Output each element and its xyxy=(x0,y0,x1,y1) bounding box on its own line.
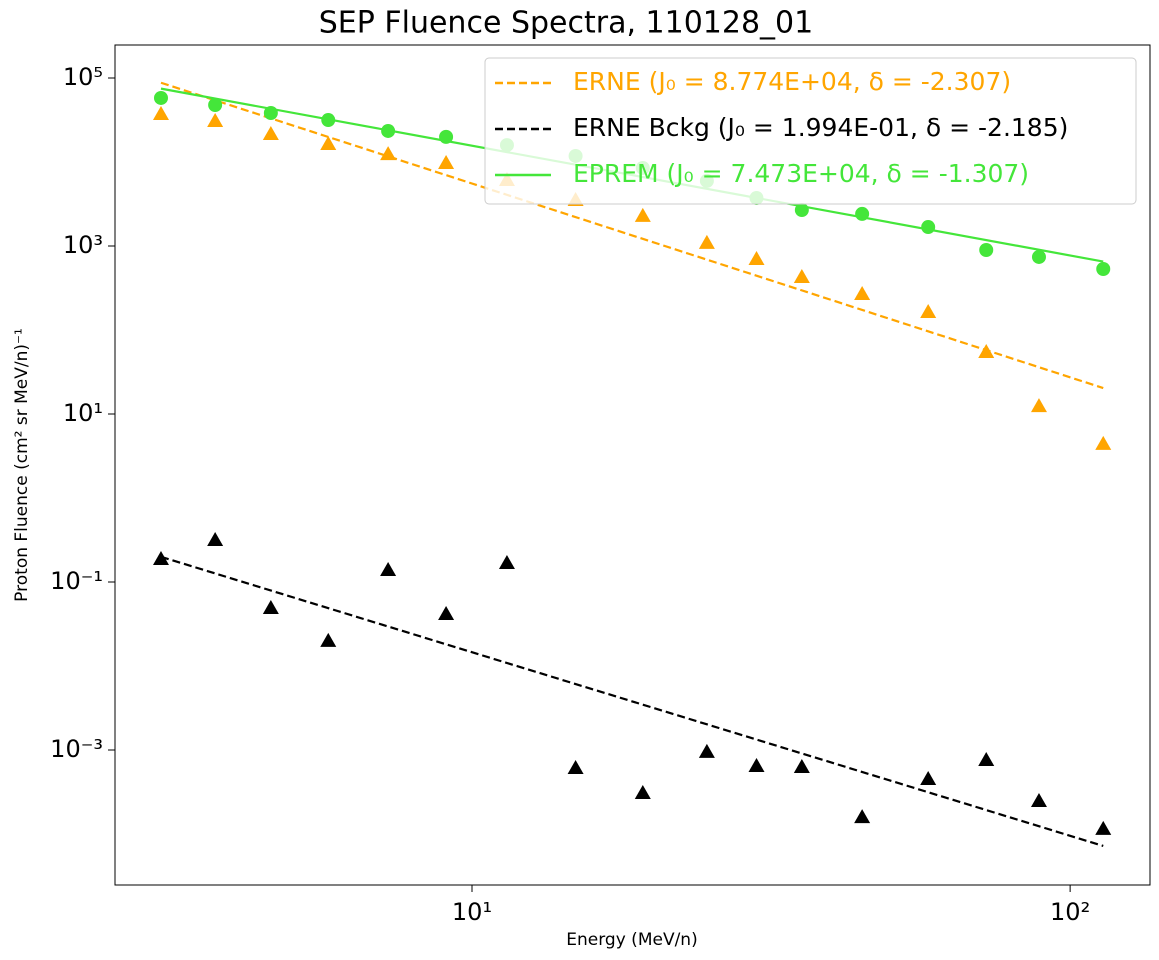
data-point xyxy=(794,203,809,218)
data-point xyxy=(793,268,810,283)
legend-label: EPREM (J₀ = 7.473E+04, δ = -1.307) xyxy=(573,159,1029,188)
data-point xyxy=(748,757,765,772)
data-point xyxy=(380,146,397,161)
x-axis-label: Energy (MeV/n) xyxy=(566,930,697,950)
data-point xyxy=(567,760,584,775)
data-point xyxy=(793,758,810,773)
data-point xyxy=(920,770,937,785)
y-tick-label: 10⁻³ xyxy=(50,735,103,763)
data-point xyxy=(207,532,224,547)
legend-label: ERNE Bckg (J₀ = 1.994E-01, δ = -2.185) xyxy=(573,113,1068,142)
data-point xyxy=(439,129,454,144)
data-point xyxy=(634,207,651,222)
data-point xyxy=(320,135,337,150)
data-point xyxy=(634,784,651,799)
data-point xyxy=(1096,262,1111,277)
data-point xyxy=(498,555,515,570)
chart-title: SEP Fluence Spectra, 110128_01 xyxy=(319,6,813,41)
data-point xyxy=(698,743,715,758)
data-point xyxy=(1030,793,1047,807)
data-point xyxy=(262,600,279,615)
data-point xyxy=(1031,249,1046,264)
y-tick-label: 10³ xyxy=(63,231,103,259)
data-point xyxy=(921,220,936,235)
fit-line xyxy=(160,81,1104,390)
data-point xyxy=(321,113,336,128)
data-point xyxy=(1095,435,1112,450)
data-point xyxy=(855,206,870,221)
legend-box xyxy=(484,57,1137,205)
data-point xyxy=(438,605,455,620)
data-point xyxy=(207,112,224,127)
y-tick-label: 10¹ xyxy=(63,399,103,427)
data-point xyxy=(380,561,397,576)
y-tick-label: 10⁵ xyxy=(63,63,103,91)
y-tick-label: 10⁻¹ xyxy=(50,567,103,595)
y-axis-label: Proton Fluence (cm² sr MeV/n)⁻¹ xyxy=(12,328,32,602)
data-point xyxy=(920,303,937,318)
data-point xyxy=(1095,820,1112,835)
data-point xyxy=(1030,398,1047,413)
data-point xyxy=(854,809,871,824)
legend-label: ERNE (J₀ = 8.774E+04, δ = -2.307) xyxy=(573,67,1011,96)
data-point xyxy=(208,97,223,112)
data-point xyxy=(748,250,765,265)
data-point xyxy=(978,343,995,358)
data-point xyxy=(979,242,994,257)
x-tick-label: 10² xyxy=(1050,898,1090,926)
data-point xyxy=(320,632,337,647)
data-point xyxy=(854,286,871,301)
plot-frame xyxy=(114,44,1151,886)
data-point xyxy=(152,550,169,565)
data-point xyxy=(978,751,995,766)
data-point xyxy=(263,105,278,120)
data-point xyxy=(698,234,715,249)
data-point xyxy=(153,90,168,105)
fit-line xyxy=(160,555,1104,848)
data-point xyxy=(438,154,455,169)
data-point xyxy=(381,123,396,138)
data-point xyxy=(262,126,279,141)
data-point xyxy=(152,105,169,120)
x-tick-label: 10¹ xyxy=(452,898,492,926)
